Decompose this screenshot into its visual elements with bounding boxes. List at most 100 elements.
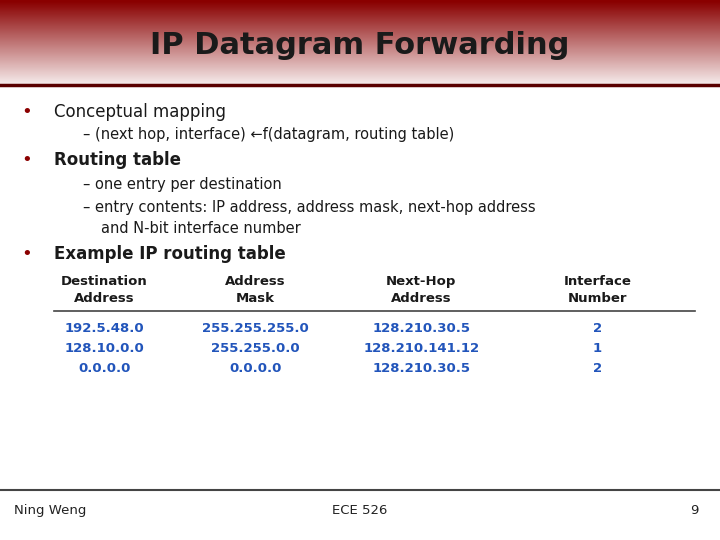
Bar — [0, 54, 720, 55]
Text: 9: 9 — [690, 504, 698, 517]
Bar — [0, 83, 720, 84]
Text: 255.255.0.0: 255.255.0.0 — [211, 342, 300, 355]
Bar — [0, 40, 720, 42]
Text: Destination: Destination — [61, 275, 148, 288]
Text: •: • — [22, 103, 32, 121]
Bar — [0, 75, 720, 76]
Bar — [0, 73, 720, 75]
Text: – (next hop, interface) ←f(datagram, routing table): – (next hop, interface) ←f(datagram, rou… — [83, 127, 454, 142]
Text: ECE 526: ECE 526 — [333, 504, 387, 517]
Bar — [0, 57, 720, 58]
Bar — [0, 65, 720, 66]
Bar — [0, 78, 720, 79]
Bar — [0, 64, 720, 65]
Text: 192.5.48.0: 192.5.48.0 — [65, 322, 144, 335]
Text: •: • — [22, 151, 32, 170]
Bar — [0, 48, 720, 50]
Bar — [0, 23, 720, 24]
Bar — [0, 45, 720, 47]
Bar — [0, 71, 720, 72]
Bar — [0, 16, 720, 17]
Bar — [0, 9, 720, 10]
Bar — [0, 58, 720, 59]
Bar — [0, 19, 720, 21]
Bar — [0, 28, 720, 29]
Bar — [0, 80, 720, 82]
Bar — [0, 70, 720, 71]
Bar — [0, 8, 720, 9]
Text: 2: 2 — [593, 362, 602, 375]
Bar — [0, 12, 720, 14]
Bar — [0, 73, 720, 74]
Bar — [0, 18, 720, 19]
Bar — [0, 4, 720, 5]
Bar — [0, 56, 720, 57]
Bar — [0, 42, 720, 43]
Bar — [0, 17, 720, 18]
Bar — [0, 49, 720, 50]
Bar — [0, 44, 720, 45]
Bar — [0, 52, 720, 53]
Text: Example IP routing table: Example IP routing table — [54, 245, 286, 263]
Bar — [0, 21, 720, 22]
Bar — [0, 35, 720, 36]
Bar — [0, 33, 720, 35]
Text: 1: 1 — [593, 342, 602, 355]
Bar — [0, 76, 720, 77]
Bar — [0, 36, 720, 37]
Bar — [0, 6, 720, 7]
Bar — [0, 52, 720, 53]
Text: Number: Number — [568, 292, 627, 305]
Bar — [0, 51, 720, 52]
Bar — [0, 82, 720, 83]
Bar — [0, 24, 720, 26]
Bar — [0, 22, 720, 23]
Bar — [0, 62, 720, 63]
Text: 128.210.141.12: 128.210.141.12 — [363, 342, 480, 355]
Text: 2: 2 — [593, 322, 602, 335]
Bar — [0, 69, 720, 70]
Bar — [0, 61, 720, 62]
Bar — [0, 28, 720, 29]
Bar — [0, 59, 720, 60]
Bar — [0, 1, 720, 2]
Bar — [0, 55, 720, 57]
Bar — [0, 4, 720, 5]
Text: Mask: Mask — [236, 292, 275, 305]
Bar — [0, 60, 720, 62]
Bar — [0, 59, 720, 60]
Text: Address: Address — [74, 292, 135, 305]
Bar — [0, 74, 720, 76]
Bar — [0, 9, 720, 10]
Bar — [0, 3, 720, 4]
Text: 0.0.0.0: 0.0.0.0 — [78, 362, 130, 375]
Bar — [0, 23, 720, 24]
Bar — [0, 48, 720, 49]
Bar — [0, 26, 720, 28]
Bar — [0, 66, 720, 67]
Bar — [0, 18, 720, 19]
Text: Address: Address — [225, 275, 286, 288]
Bar — [0, 30, 720, 31]
Text: 0.0.0.0: 0.0.0.0 — [230, 362, 282, 375]
Text: •: • — [22, 245, 32, 263]
Bar — [0, 67, 720, 69]
Bar — [0, 36, 720, 38]
Bar — [0, 47, 720, 48]
Text: Conceptual mapping: Conceptual mapping — [54, 103, 226, 121]
Bar — [0, 33, 720, 34]
Bar — [0, 69, 720, 70]
Bar — [0, 62, 720, 64]
Bar — [0, 26, 720, 27]
Text: Routing table: Routing table — [54, 151, 181, 170]
Bar — [0, 6, 720, 8]
Text: Ning Weng: Ning Weng — [14, 504, 87, 517]
Text: 128.10.0.0: 128.10.0.0 — [65, 342, 144, 355]
Bar — [0, 11, 720, 12]
Bar — [0, 71, 720, 72]
Bar — [0, 32, 720, 33]
Bar — [0, 66, 720, 68]
Bar — [0, 13, 720, 14]
Bar — [0, 43, 720, 44]
Bar — [0, 64, 720, 65]
